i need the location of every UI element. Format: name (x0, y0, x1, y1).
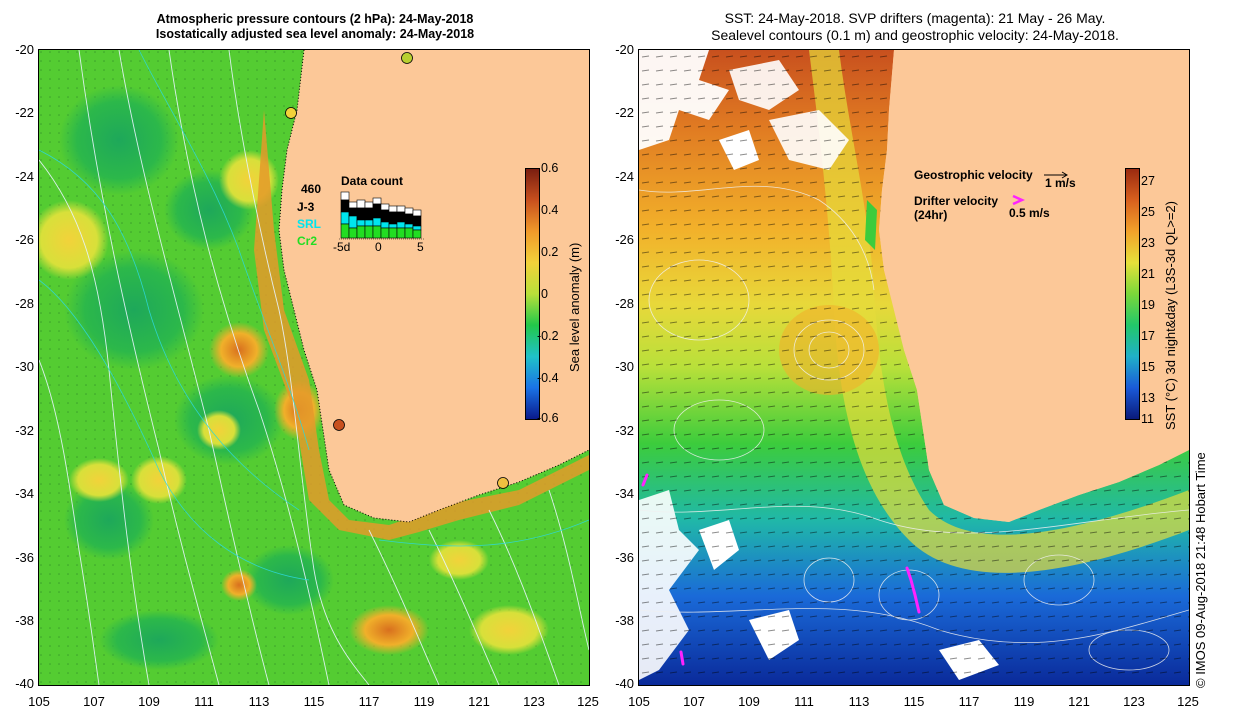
left-y-tick: -36 (15, 550, 34, 565)
sst-cbar-tick: 23 (1141, 236, 1155, 250)
right-y-tick: -32 (615, 423, 634, 438)
sla-cbar-tick: -0.4 (537, 371, 559, 385)
right-x-tick: 123 (1123, 694, 1145, 709)
series-label-srl: SRL (297, 217, 321, 231)
left-x-tick: 125 (577, 694, 599, 709)
data-count-inset: 460 Data count J-3 SRL Cr2 -5d 0 5 (297, 174, 427, 260)
data-count-bars (339, 191, 425, 240)
left-y-tick: -38 (15, 613, 34, 628)
left-x-tick: 111 (194, 694, 214, 709)
right-x-tick: 105 (628, 694, 650, 709)
left-x-tick: 107 (83, 694, 105, 709)
right-x-tick: 109 (738, 694, 760, 709)
sst-cbar-tick: 25 (1141, 205, 1155, 219)
right-y-tick: -30 (615, 359, 634, 374)
sla-colorbar-label: Sea level anomaly (m) (567, 242, 582, 372)
drifter-velocity-sub: (24hr) (914, 208, 948, 222)
left-x-tick: 123 (523, 694, 545, 709)
right-y-tick: -24 (615, 169, 634, 184)
sla-cbar-tick: 0.2 (541, 245, 559, 259)
right-y-tick: -28 (615, 296, 634, 311)
right-y-tick: -20 (615, 42, 634, 57)
left-y-tick: -34 (15, 486, 34, 501)
drifter-scale: 0.5 m/s (1009, 206, 1050, 220)
sst-cbar-tick: 13 (1141, 391, 1155, 405)
sla-cbar-tick: -0.6 (537, 411, 559, 425)
sea-level-colorbar (525, 168, 540, 420)
sst-cbar-tick: 15 (1141, 360, 1155, 374)
right-x-tick: 113 (848, 694, 870, 709)
left-x-tick: 117 (358, 694, 380, 709)
left-y-tick: -26 (15, 232, 34, 247)
geostrophic-scale: 1 m/s (1045, 176, 1076, 190)
sla-cbar-tick: 0 (541, 287, 548, 301)
sla-cbar-tick: -0.2 (537, 329, 559, 343)
right-x-tick: 119 (1013, 694, 1035, 709)
geostrophic-arrow-icon (1044, 171, 1068, 179)
data-count-title: Data count (341, 174, 404, 188)
left-x-tick: 115 (303, 694, 325, 709)
geostrophic-velocity-label: Geostrophic velocity (914, 168, 1033, 182)
left-x-tick: 113 (248, 694, 270, 709)
right-title-line1: SST: 24-May-2018. SVP drifters (magenta)… (724, 10, 1106, 26)
left-x-tick: 109 (138, 694, 160, 709)
sst-cbar-tick: 17 (1141, 329, 1155, 343)
left-title: Atmospheric pressure contours (2 hPa): 2… (40, 12, 590, 42)
right-y-tick: -26 (615, 232, 634, 247)
drifter-arrow-icon (1012, 194, 1025, 206)
drifter-velocity-label: Drifter velocity (914, 194, 999, 208)
left-y-tick: -28 (15, 296, 34, 311)
sla-cbar-tick: 0.4 (541, 203, 559, 217)
left-y-tick: -40 (15, 676, 34, 691)
sst-cbar-tick: 11 (1141, 412, 1154, 426)
series-label-j3: J-3 (297, 200, 315, 214)
sst-colorbar-label: SST (°C) 3d night&day (L3S-3d QL>=2) (1163, 201, 1178, 430)
left-y-tick: -20 (15, 42, 34, 57)
right-title-line2: Sealevel contours (0.1 m) and geostrophi… (711, 27, 1119, 43)
data-count-axis-mid: 0 (375, 240, 382, 254)
right-y-tick: -40 (615, 676, 634, 691)
right-x-tick: 117 (958, 694, 980, 709)
sst-cbar-tick: 21 (1141, 267, 1155, 281)
left-title-line1: Atmospheric pressure contours (2 hPa): 2… (156, 12, 474, 26)
left-x-tick: 121 (468, 694, 490, 709)
data-count-axis-start: -5d (333, 240, 351, 254)
right-x-tick: 111 (794, 694, 814, 709)
right-y-tick: -22 (615, 105, 634, 120)
data-count-total: 460 (301, 182, 322, 196)
right-y-tick: -36 (615, 550, 634, 565)
left-x-tick: 105 (28, 694, 50, 709)
right-title: SST: 24-May-2018. SVP drifters (magenta)… (640, 10, 1190, 44)
left-y-tick: -30 (15, 359, 34, 374)
left-y-tick: -22 (15, 105, 34, 120)
sst-cbar-tick: 27 (1141, 174, 1155, 188)
right-x-tick: 107 (683, 694, 705, 709)
right-x-tick: 125 (1177, 694, 1199, 709)
left-y-tick: -32 (15, 423, 34, 438)
right-x-tick: 121 (1068, 694, 1090, 709)
right-y-tick: -34 (615, 486, 634, 501)
sea-level-anomaly-map[interactable]: 460 Data count J-3 SRL Cr2 -5d 0 5 0.6 (38, 49, 590, 686)
sla-cbar-tick: 0.6 (541, 161, 559, 175)
left-x-tick: 119 (413, 694, 435, 709)
left-title-line2: Isostatically adjusted sea level anomaly… (155, 27, 475, 41)
right-x-tick: 115 (903, 694, 925, 709)
series-label-cr2: Cr2 (297, 234, 318, 248)
data-count-axis-end: 5 (417, 240, 424, 254)
right-y-tick: -38 (615, 613, 634, 628)
sst-map[interactable]: Geostrophic velocity 1 m/s Drifter veloc… (638, 49, 1190, 686)
sst-colorbar (1125, 168, 1140, 420)
left-y-tick: -24 (15, 169, 34, 184)
sst-cbar-tick: 19 (1141, 298, 1155, 312)
imos-credit: © IMOS 09-Aug-2018 21:48 Hobart Time (1193, 452, 1208, 688)
